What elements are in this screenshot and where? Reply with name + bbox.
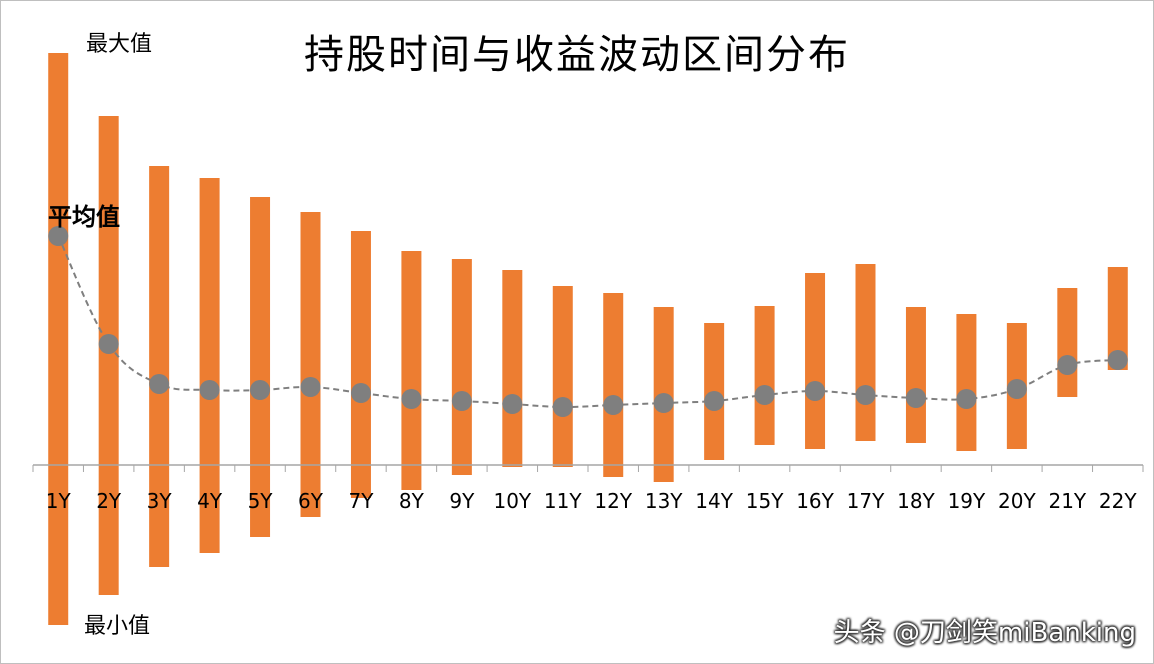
range-bar-15Y [754,306,775,445]
average-points [48,226,1128,417]
range-bar-7Y [350,231,371,498]
average-point-6Y [300,377,321,397]
average-point-18Y [905,388,926,408]
x-tick-label-20Y: 20Y [998,489,1036,513]
range-bar-16Y [805,273,826,449]
average-point-8Y [401,389,422,409]
range-bar-18Y [905,307,926,443]
x-tick-label-13Y: 13Y [645,489,683,513]
average-value-annotation: 平均值 [48,202,120,231]
range-bar-10Y [502,270,523,467]
x-tick-label-6Y: 6Y [298,489,324,513]
x-tick-label-18Y: 18Y [897,489,935,513]
range-bar-12Y [603,293,624,477]
watermark: 头条 @刀剑笑miBanking [833,618,1136,648]
average-point-20Y [1006,379,1027,399]
range-bar-6Y [300,212,321,517]
range-bar-17Y [855,264,876,441]
average-point-22Y [1107,350,1128,370]
x-axis-tick-labels: 1Y 2Y 3Y 4Y 5Y 6Y 7Y 8Y 9Y 10Y 11Y 12Y 13Y 14Y 15Y 16Y 1… [46,489,1138,513]
range-bar-8Y [401,251,422,490]
average-point-17Y [855,385,876,405]
average-point-13Y [653,393,674,413]
average-point-12Y [603,395,624,415]
average-point-5Y [250,380,271,400]
x-tick-label-8Y: 8Y [399,489,425,513]
average-point-1Y [48,226,69,246]
x-tick-label-2Y: 2Y [96,489,122,513]
average-point-14Y [704,391,725,411]
average-point-16Y [805,381,826,401]
chart-title: 持股时间与收益波动区间分布 [304,32,850,78]
x-tick-label-10Y: 10Y [493,489,531,513]
range-bar-22Y [1107,267,1128,370]
x-tick-label-14Y: 14Y [695,489,733,513]
x-tick-label-3Y: 3Y [147,489,173,513]
average-point-9Y [451,391,472,411]
range-bar-9Y [451,259,472,475]
x-tick-label-9Y: 9Y [449,489,475,513]
range-bar-1Y [48,53,69,625]
average-point-11Y [552,397,573,417]
average-point-19Y [956,389,977,409]
x-tick-label-5Y: 5Y [248,489,274,513]
x-tick-label-12Y: 12Y [594,489,632,513]
average-point-21Y [1057,355,1078,375]
x-tick-label-4Y: 4Y [197,489,223,513]
range-bar-5Y [250,197,271,537]
x-tick-label-7Y: 7Y [348,489,374,513]
x-tick-label-17Y: 17Y [847,489,885,513]
average-point-15Y [754,385,775,405]
min-value-annotation: 最小值 [84,614,151,639]
range-bar-11Y [552,286,573,467]
max-value-annotation: 最大值 [86,32,153,57]
x-tick-label-11Y: 11Y [544,489,582,513]
range-bars [48,53,1128,625]
average-point-4Y [199,380,220,400]
average-point-7Y [350,383,371,403]
x-tick-label-16Y: 16Y [796,489,834,513]
x-axis-ticks [32,465,1144,472]
average-point-2Y [98,334,119,354]
average-point-10Y [502,394,523,414]
range-bar-21Y [1057,288,1078,397]
range-bar-19Y [956,314,977,451]
x-tick-label-15Y: 15Y [746,489,784,513]
range-bar-2Y [98,116,119,595]
range-bar-3Y [149,166,170,567]
x-tick-label-1Y: 1Y [46,489,72,513]
x-tick-label-21Y: 21Y [1048,489,1086,513]
range-bar-4Y [199,178,220,553]
x-tick-label-22Y: 22Y [1099,489,1137,513]
x-tick-label-19Y: 19Y [948,489,986,513]
average-point-3Y [149,374,170,394]
